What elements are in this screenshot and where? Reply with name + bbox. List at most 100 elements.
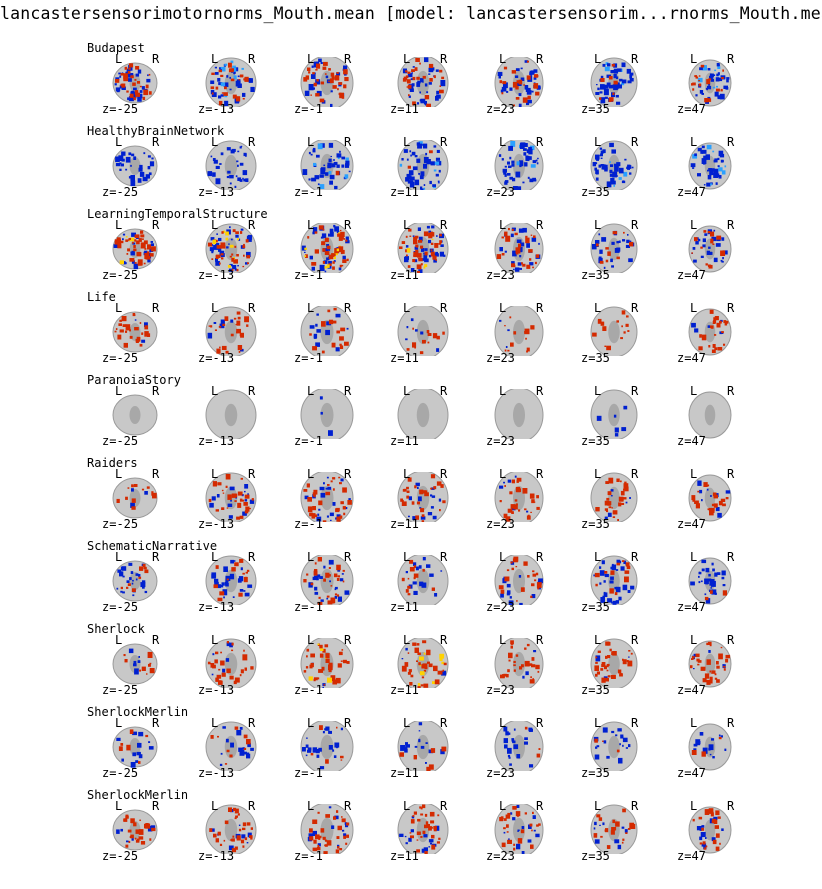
negative-activation-blob: [328, 806, 332, 809]
positive-activation-blob: [120, 240, 124, 244]
negative-activation-blob: [692, 167, 695, 169]
positive-activation-blob: [327, 600, 333, 605]
negative-activation-blob: [423, 187, 426, 190]
right-orientation-label: R: [536, 218, 544, 232]
negative-activation-blob: [233, 560, 236, 562]
positive-activation-blob: [422, 568, 425, 572]
negative-activation-blob: [607, 512, 612, 517]
negative-activation-blob: [719, 331, 723, 335]
negative-activation-blob: [420, 171, 425, 177]
positive-activation-blob: [442, 331, 445, 335]
negative-activation-blob: [699, 67, 703, 71]
positive-activation-blob: [325, 572, 330, 578]
negative-activation-blob: [135, 760, 139, 763]
negative-activation-blob: [406, 158, 409, 161]
negative-activation-blob: [239, 146, 242, 149]
positive-activation-blob: [407, 593, 411, 596]
negative-activation-blob: [311, 266, 315, 271]
positive-activation-blob: [715, 810, 720, 816]
positive-activation-blob: [416, 839, 419, 841]
negative-activation-blob: [344, 73, 347, 76]
positive-activation-blob: [615, 821, 620, 827]
negative-activation-blob: [337, 596, 342, 602]
negative-activation-blob: [405, 742, 408, 745]
negative-activation-blob: [708, 573, 711, 577]
positive-activation-blob: [691, 656, 695, 659]
positive-activation-blob: [122, 324, 127, 327]
positive-activation-blob: [697, 663, 700, 666]
slice-z-label: z=47: [677, 600, 706, 614]
positive-activation-blob: [124, 66, 128, 70]
negative-activation-blob: [234, 67, 239, 72]
negative-activation-blob: [705, 567, 710, 573]
axial-slice-image: [494, 223, 544, 273]
positive-activation-blob: [708, 345, 711, 348]
negative-activation-blob: [699, 732, 704, 736]
negative-activation-blob: [326, 321, 331, 326]
positive-activation-blob: [716, 679, 720, 683]
negative-activation-blob: [342, 829, 345, 832]
positive-activation-blob: [617, 669, 622, 674]
positive-activation-blob: [416, 660, 418, 662]
negative-activation-blob: [236, 79, 241, 84]
positive-activation-blob: [518, 509, 521, 512]
positive-activation-blob: [409, 832, 412, 834]
positive-activation-blob: [715, 833, 720, 838]
positive-activation-blob: [217, 482, 222, 486]
negative-activation-blob: [628, 744, 631, 748]
negative-activation-blob: [599, 570, 605, 576]
negative-activation-blob: [215, 178, 221, 185]
positive-activation-blob: [501, 92, 504, 95]
positive-activation-blob: [432, 681, 436, 684]
negative-activation-blob: [333, 161, 338, 165]
positive-activation-blob: [334, 75, 340, 81]
negative-activation-blob: [132, 579, 134, 582]
positive-activation-blob: [140, 230, 144, 234]
negative-activation-blob: [122, 233, 126, 236]
slice-z-label: z=-25: [102, 766, 139, 780]
negative-activation-blob: [529, 179, 532, 182]
negative-activation-blob: [513, 268, 515, 271]
axial-slice-image: [205, 306, 257, 356]
positive-activation-blob: [616, 749, 620, 753]
positive-activation-blob: [118, 323, 122, 326]
negative-activation-blob: [233, 72, 236, 75]
positive-activation-blob: [708, 641, 712, 645]
negative-activation-blob: [244, 490, 246, 493]
positive-activation-blob: [128, 63, 134, 68]
negative-activation-blob: [626, 166, 630, 170]
negative-activation-blob: [517, 829, 520, 832]
positive-activation-blob: [617, 519, 619, 521]
left-orientation-label: L: [499, 301, 507, 315]
positive-activation-blob: [423, 231, 429, 237]
negative-activation-blob: [328, 260, 332, 264]
negative-activation-blob: [707, 325, 711, 328]
negative-activation-blob: [599, 824, 601, 826]
positive-activation-blob: [339, 92, 344, 99]
positive-activation-blob: [595, 673, 598, 677]
negative-activation-blob: [411, 151, 416, 156]
negative-activation-blob: [233, 70, 236, 74]
positive-activation-blob: [341, 649, 344, 651]
negative-activation-blob: [701, 825, 705, 828]
ventricle-shape: [704, 819, 716, 841]
positive-activation-blob: [537, 670, 540, 673]
axial-slice-image: [494, 472, 544, 522]
positive-activation-blob: [620, 490, 625, 496]
negative-activation-blob: [711, 589, 717, 595]
positive-activation-blob: [709, 309, 714, 314]
positive-activation-blob: [406, 86, 409, 88]
positive-activation-blob: [534, 261, 537, 265]
negative-activation-blob: [418, 722, 423, 726]
negative-activation-blob: [524, 741, 528, 745]
positive-activation-blob: [604, 508, 608, 511]
negative-activation-blob: [421, 848, 425, 853]
negative-activation-blob: [418, 739, 421, 743]
left-orientation-label: L: [594, 799, 602, 813]
negative-activation-blob: [338, 267, 342, 271]
positive-activation-blob: [305, 75, 309, 80]
negative-activation-blob: [238, 747, 243, 752]
positive-activation-blob: [240, 669, 244, 674]
